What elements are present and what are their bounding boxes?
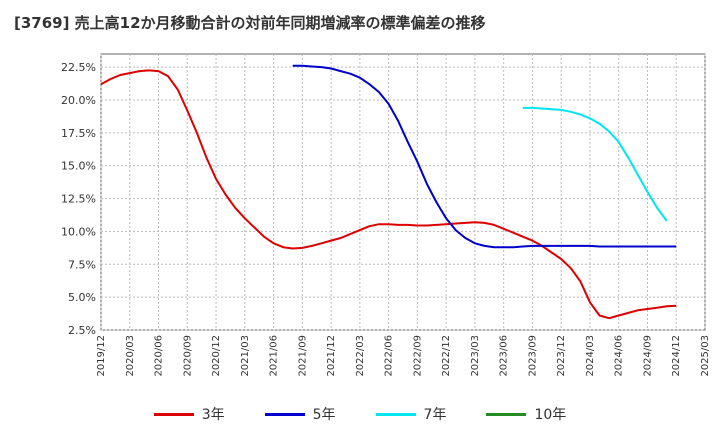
- x-tick-label: 2022/12: [441, 335, 452, 377]
- y-tick-label: 2.5%: [68, 324, 96, 337]
- x-tick-label: 2019/12: [96, 335, 107, 377]
- x-tick-label: 2025/03: [700, 335, 711, 377]
- grid-lines: [100, 54, 706, 331]
- x-tick-label: 2020/09: [182, 335, 193, 377]
- y-tick-label: 15.0%: [61, 160, 96, 173]
- x-tick-label: 2022/03: [355, 335, 366, 377]
- series-lines: [100, 64, 677, 320]
- legend-label: 3年: [201, 407, 225, 423]
- x-tick-label: 2023/03: [470, 335, 481, 377]
- legend-item: 7年: [375, 404, 447, 424]
- x-tick-label: 2022/09: [412, 335, 423, 377]
- y-tick-label: 10.0%: [61, 225, 96, 238]
- legend-label: 10年: [534, 407, 567, 423]
- x-tick-label: 2020/03: [125, 335, 136, 377]
- x-tick-label: 2024/12: [671, 335, 682, 377]
- y-tick-label: 20.0%: [61, 94, 96, 107]
- x-tick-label: 2021/06: [269, 335, 280, 377]
- x-tick-label: 2024/03: [585, 335, 596, 377]
- chart-title: [3769] 売上高12か月移動合計の対前年同期増減率の標準偏差の推移: [14, 14, 486, 32]
- x-tick-label: 2022/06: [384, 335, 395, 377]
- legend-label: 5年: [312, 407, 336, 423]
- series-line-3年: [100, 69, 677, 320]
- series-line-7年: [522, 106, 668, 222]
- legend-item: 3年: [153, 404, 225, 424]
- legend-swatch: [375, 412, 416, 416]
- y-tick-label: 12.5%: [61, 193, 96, 206]
- x-tick-label: 2023/12: [556, 335, 567, 377]
- y-tick-label: 22.5%: [61, 61, 96, 74]
- legend-swatch: [264, 412, 305, 416]
- y-tick-label: 17.5%: [61, 127, 96, 140]
- y-tick-label: 5.0%: [68, 291, 96, 304]
- legend-item: 5年: [264, 404, 336, 424]
- x-tick-label: 2023/09: [527, 335, 538, 377]
- legend-swatch: [153, 412, 194, 416]
- legend-swatch: [486, 412, 527, 416]
- x-tick-label: 2023/06: [499, 335, 510, 377]
- legend-label: 7年: [423, 407, 447, 423]
- x-tick-label: 2021/09: [297, 335, 308, 377]
- legend-item: 10年: [486, 404, 566, 424]
- x-tick-label: 2020/06: [154, 335, 165, 377]
- x-tick-label: 2024/06: [614, 335, 625, 377]
- y-tick-label: 7.5%: [68, 258, 96, 271]
- y-axis-ticks: 2.5% 5.0% 7.5% 10.0% 12.5% 15.0% 17.5% 20.0% 22.…: [61, 61, 96, 337]
- plot-area: [100, 53, 706, 331]
- x-tick-label: 2020/12: [211, 335, 222, 377]
- series-line-5年: [292, 64, 677, 249]
- x-tick-label: 2021/03: [240, 335, 251, 377]
- x-tick-label: 2024/09: [642, 335, 653, 377]
- x-axis-ticks: 2019/12 2020/03 2020/06 2020/09 2020/12 2021/…: [96, 335, 711, 377]
- legend: 3年 5年 7年 10年: [0, 404, 720, 424]
- x-tick-label: 2021/12: [326, 335, 337, 377]
